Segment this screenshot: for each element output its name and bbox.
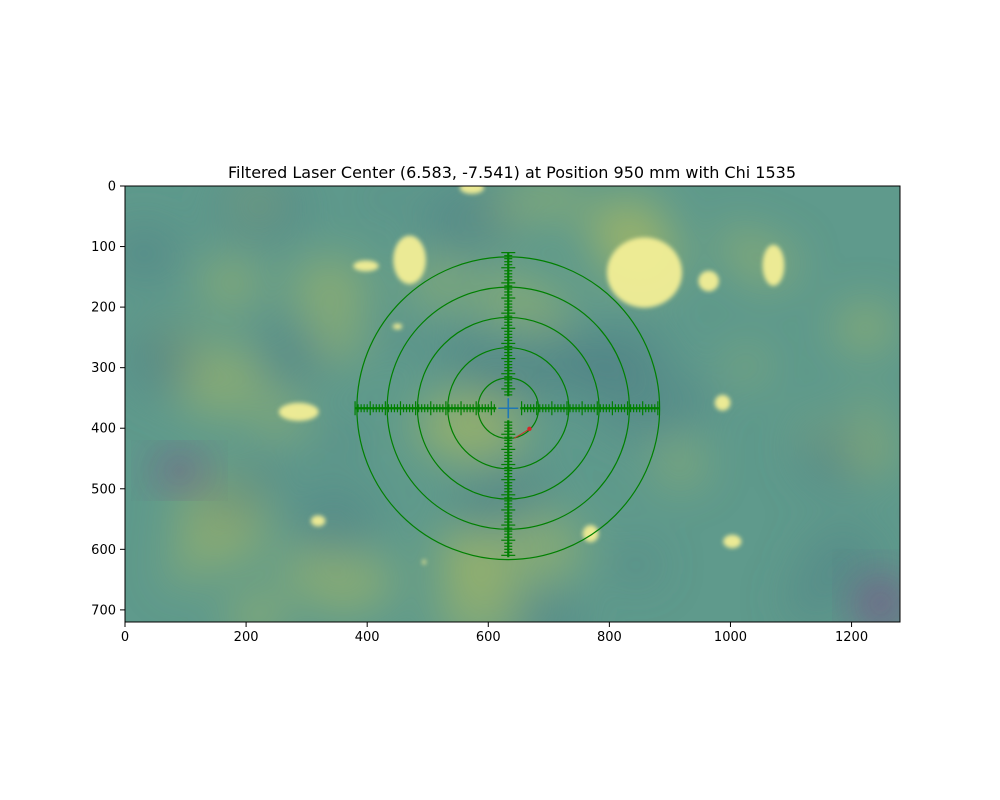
y-axis: 0 100 200 300 400 500 600 700 [91,180,125,618]
texture-blob [590,324,671,389]
y-tick-label: 400 [91,422,116,437]
x-tick-label: 0 [121,630,129,645]
x-tick-label: 400 [355,630,380,645]
texture-blob [514,286,568,329]
texture-blob [134,322,196,372]
plot-frame [124,185,901,623]
texture-blob [844,430,897,473]
texture-blob [803,529,884,594]
hot-spot [723,534,742,549]
hot-spot [310,515,326,527]
x-tick-label: 1200 [835,630,868,645]
cold-spots [155,455,900,622]
texture-blob [784,577,841,622]
texture-blob [279,546,341,597]
y-tick-label: 0 [108,180,116,195]
y-tick-label: 200 [91,301,116,316]
hot-spot [353,260,379,272]
texture-blob [835,303,895,352]
texture-blob [326,553,397,610]
texture-blob [498,513,585,583]
texture-blob [560,363,598,393]
cold-spot [856,576,900,622]
texture-blob [227,591,288,622]
texture-blob [469,459,553,526]
y-tick-label: 500 [91,482,116,497]
texture-blob [253,327,330,388]
texture-blob [289,257,370,322]
x-tick-label: 200 [234,630,259,645]
x-tick-label: 800 [597,630,622,645]
hot-spot [714,394,731,411]
texture-blob [435,571,525,622]
laser-point [527,426,532,432]
texture-blob [319,425,359,457]
texture-blob [364,186,399,212]
y-tick-label: 300 [91,361,116,376]
hot-spot [278,402,319,421]
hot-spot [606,237,683,308]
texture-blob [528,186,581,218]
hot-spot [422,559,426,565]
texture-blob [511,588,584,622]
y-tick-label: 600 [91,543,116,558]
texture-blob [253,305,286,332]
y-tick-label: 100 [91,240,116,255]
texture-blob [290,485,379,556]
texture-blob [729,351,766,381]
texture-blob [125,222,183,285]
hot-spot [459,186,485,194]
texture-blob [613,546,660,584]
hot-spot [762,244,785,286]
texture-blob [852,397,885,424]
x-tick-label: 1000 [714,630,747,645]
hot-spot [582,525,599,543]
texture-blob [656,445,705,484]
markers [498,398,532,439]
texture-blob [313,319,365,361]
x-tick-label: 600 [476,630,501,645]
hot-spot [698,270,719,292]
hot-spot [392,323,403,330]
texture-blob [418,186,514,257]
texture-blob [200,259,261,308]
texture-blob [166,555,203,585]
reticle [354,252,661,561]
texture-blob [669,382,716,419]
texture-blob [379,324,416,353]
texture-blob [410,260,467,306]
plot-area [125,186,900,622]
x-axis: 0 200 400 600 800 1000 1200 [121,622,868,645]
y-tick-label: 700 [91,603,116,618]
texture-blob [237,188,274,217]
cold-spot [155,455,204,486]
hot-spot [393,235,426,285]
texture-blob [194,473,264,530]
chart-title: Filtered Laser Center (6.583, -7.541) at… [228,163,796,182]
